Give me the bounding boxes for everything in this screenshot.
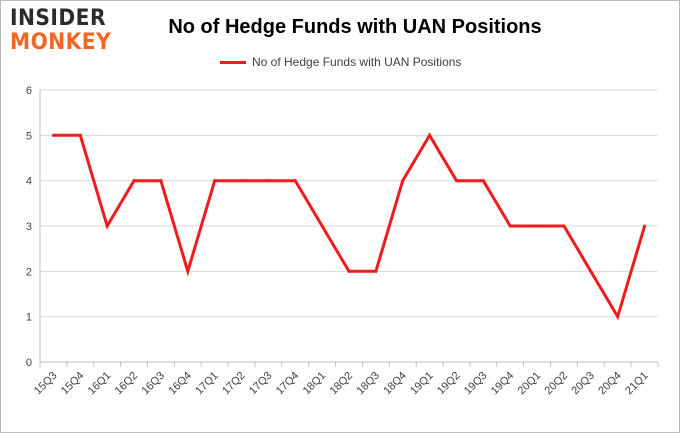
data-point	[213, 179, 217, 183]
axis-layer	[39, 90, 659, 367]
data-point	[454, 179, 458, 183]
x-tick-label: 20Q1	[516, 370, 544, 398]
data-point	[481, 179, 485, 183]
x-tick-label: 20Q2	[543, 370, 571, 398]
data-point	[562, 224, 566, 228]
y-tick-label: 0	[26, 357, 32, 369]
data-point	[159, 179, 163, 183]
logo-top-text: INSIDER	[10, 6, 107, 31]
chart-title: No of Hedge Funds with UAN Positions	[168, 16, 542, 38]
series-layer	[51, 132, 647, 321]
insider-monkey-logo: INSIDER MONKEY	[10, 8, 130, 60]
x-tick-label: 20Q3	[569, 370, 597, 398]
x-tick-label: 20Q4	[596, 370, 624, 398]
data-point	[320, 224, 324, 228]
x-tick-label: 17Q1	[193, 370, 221, 398]
data-point	[508, 224, 512, 228]
x-tick-label: 17Q3	[247, 370, 275, 398]
data-point	[186, 269, 190, 273]
y-tick-label: 1	[26, 312, 32, 324]
x-tick-label: 16Q1	[86, 370, 114, 398]
x-tick-label: 19Q2	[435, 370, 463, 398]
logo-bottom-text: MONKEY	[10, 30, 112, 55]
x-tick-label: 16Q2	[113, 370, 141, 398]
x-tick-label: 18Q3	[354, 370, 382, 398]
data-point	[51, 133, 55, 137]
x-tick-label: 17Q2	[220, 370, 248, 398]
data-point	[374, 269, 378, 273]
x-tick-label: 16Q4	[166, 370, 194, 398]
x-tick-label: 21Q1	[623, 370, 651, 398]
data-point	[293, 179, 297, 183]
x-tick-label: 18Q1	[301, 370, 329, 398]
y-tick-label: 4	[26, 176, 32, 188]
x-tick-label: 19Q1	[408, 370, 436, 398]
data-point	[589, 269, 593, 273]
x-tick-label: 18Q2	[328, 370, 356, 398]
x-tick-label: 15Q3	[32, 370, 60, 398]
chart-legend: No of Hedge Funds with UAN Positions	[220, 55, 461, 69]
legend-swatch	[220, 60, 246, 64]
data-point	[132, 179, 136, 183]
data-point	[347, 269, 351, 273]
grid-layer	[40, 89, 658, 318]
y-tick-label: 3	[26, 221, 32, 233]
data-point	[616, 315, 620, 319]
data-point	[78, 133, 82, 137]
y-tick-label: 5	[26, 130, 32, 142]
data-point	[428, 133, 432, 137]
data-point	[643, 224, 647, 228]
data-point	[240, 179, 244, 183]
x-tick-label: 19Q4	[489, 370, 517, 398]
data-point	[401, 179, 405, 183]
data-point	[266, 179, 270, 183]
y-tick-label: 6	[26, 85, 32, 97]
x-tick-label: 16Q3	[140, 370, 168, 398]
x-tick-label: 19Q3	[462, 370, 490, 398]
x-tick-label: 18Q4	[381, 370, 409, 398]
x-tick-label: 15Q4	[59, 370, 87, 398]
x-tick-label: 17Q4	[274, 370, 302, 398]
data-point	[535, 224, 539, 228]
data-point	[105, 224, 109, 228]
y-tick-label: 2	[26, 266, 32, 278]
legend-label: No of Hedge Funds with UAN Positions	[252, 55, 462, 69]
